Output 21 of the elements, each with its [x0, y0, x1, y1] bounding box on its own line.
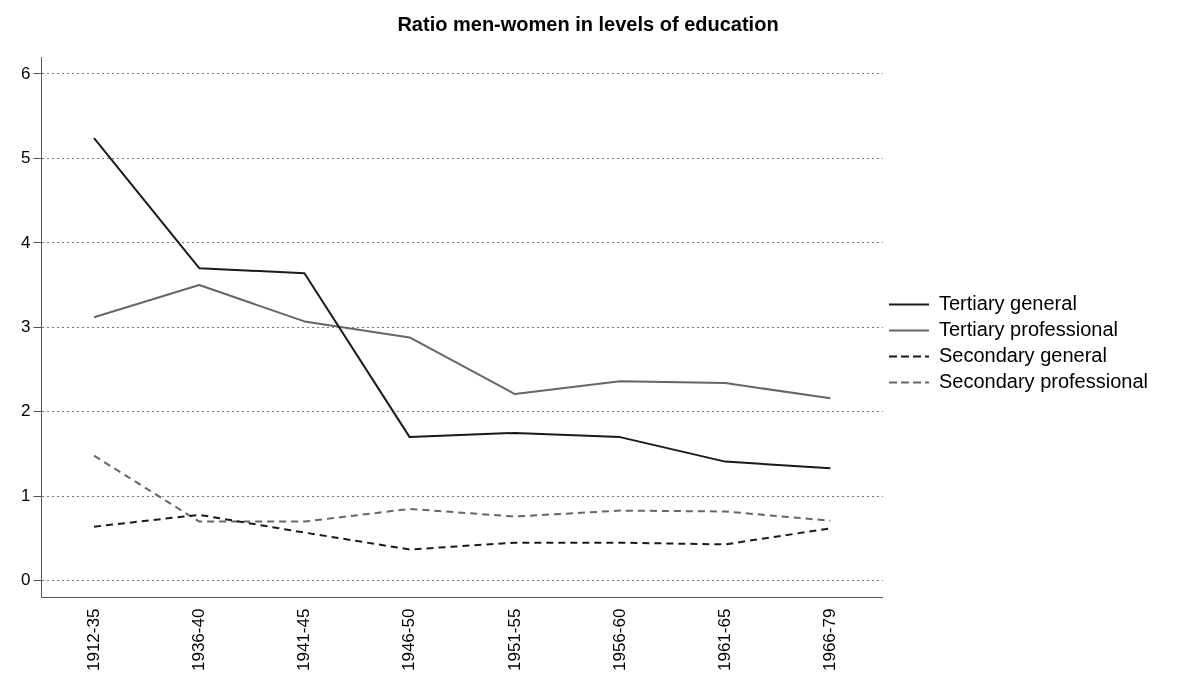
y-tick-label: 4: [20, 232, 31, 252]
x-tick-label: 1966-79: [820, 608, 840, 671]
x-tick-label: 1941-45: [294, 608, 314, 671]
x-tick-label: 1912-35: [83, 608, 103, 671]
x-tick-label: 1956-60: [609, 608, 629, 671]
y-tick-label: 3: [20, 316, 31, 336]
y-tick-label: 0: [20, 570, 31, 590]
x-tick-label: 1951-55: [504, 608, 524, 671]
x-tick-label: 1936-40: [188, 608, 208, 671]
x-tick-label: 1946-50: [399, 608, 419, 671]
x-tick-label: 1961-65: [714, 608, 734, 671]
legend-label: Secondary professional: [938, 370, 1148, 393]
legend-label: Tertiary professional: [938, 318, 1118, 341]
y-tick-label: 2: [20, 401, 31, 421]
legend-label: Tertiary general: [938, 292, 1077, 315]
y-tick-label: 6: [20, 63, 31, 83]
y-tick-label: 1: [20, 485, 31, 505]
line-series: [93, 454, 832, 523]
y-tick-label: 5: [20, 148, 31, 168]
chart-title: Ratio men-women in levels of education: [397, 12, 779, 35]
legend-label: Secondary general: [938, 344, 1107, 367]
